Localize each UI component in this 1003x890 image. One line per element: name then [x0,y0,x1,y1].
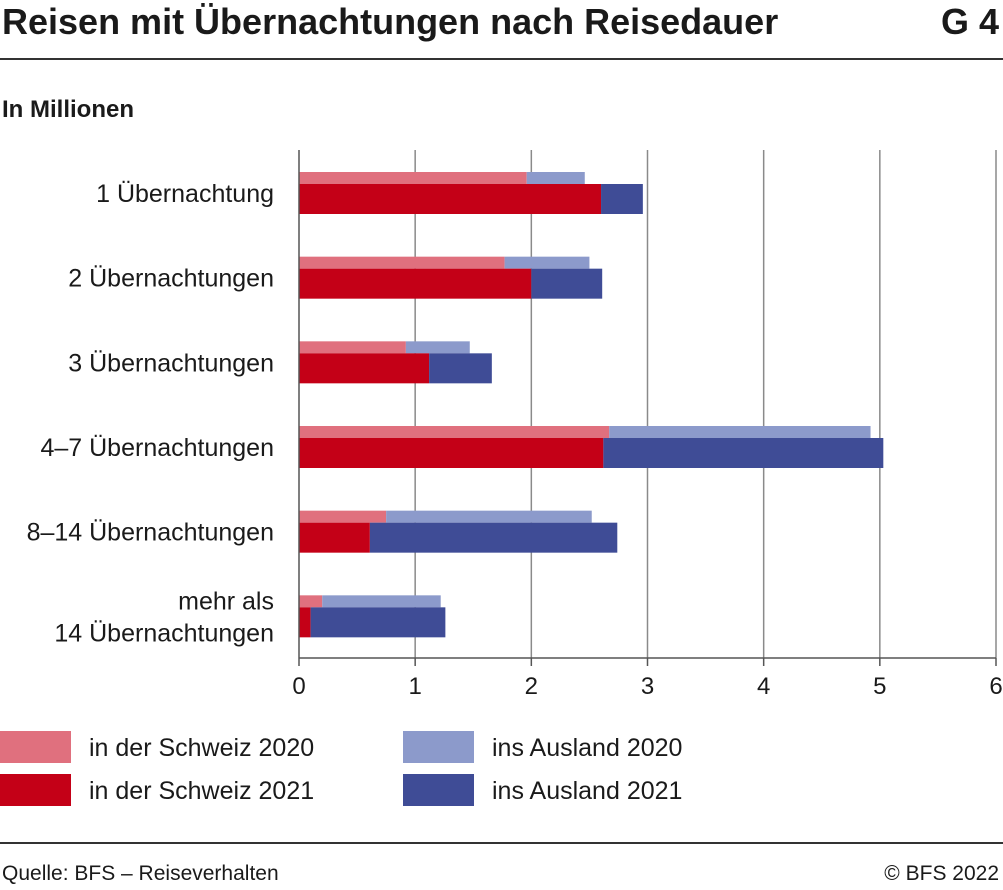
x-tick-label-1: 1 [408,673,421,700]
bar-2021-ausland-2 [429,353,492,384]
bar-2020-schweiz-5 [299,595,323,608]
category-label-2: 3 Übernachtungen [68,349,274,377]
category-label-5: 14 Übernachtungen [54,619,274,647]
gridlines [414,150,997,658]
x-tick-label-3: 3 [641,673,654,700]
x-tick-label-0: 0 [292,673,305,700]
source-note: Quelle: BFS – Reiseverhalten [2,862,279,885]
bar-2020-ausland-1 [504,256,590,269]
bar-2021-schweiz-3 [299,438,604,468]
legend-swatch-2 [0,774,71,806]
bar-2020-schweiz-1 [299,256,505,269]
legend-swatch-0 [0,731,71,763]
chart-title: Reisen mit Übernachtungen nach Reisedaue… [2,1,779,42]
x-tick-label-6: 6 [989,673,1002,700]
category-label-1: 2 Übernachtungen [68,265,274,293]
x-tick-label-2: 2 [525,673,538,700]
bar-2020-ausland-4 [386,510,592,523]
legend-label-1: ins Ausland 2020 [492,734,682,762]
legend-swatch-1 [403,731,474,763]
top-divider [0,58,1003,60]
chart-id: G 4 [940,1,999,42]
category-label-0: 1 Übernachtung [96,180,274,208]
x-tick-label-5: 5 [873,673,886,700]
bars [299,172,884,638]
category-label-5: mehr als [178,587,274,615]
legend-label-2: in der Schweiz 2021 [89,777,314,805]
chart-subtitle: In Millionen [2,96,134,123]
bar-2020-schweiz-0 [299,172,527,184]
legend-label-0: in der Schweiz 2020 [89,734,314,762]
category-labels: 1 Übernachtung 2 Übernachtungen 3 Übernach… [27,180,274,647]
bar-2021-schweiz-2 [299,353,430,384]
x-tick-label-4: 4 [757,673,770,700]
bar-2020-ausland-3 [609,426,871,438]
bottom-divider [0,842,1003,844]
bar-2021-schweiz-0 [299,184,602,214]
bar-2021-schweiz-4 [299,522,370,553]
bar-2021-ausland-1 [531,268,603,299]
category-label-3: 4–7 Übernachtungen [40,434,274,462]
legend-swatch-3 [403,774,474,806]
bar-2021-ausland-4 [369,522,618,553]
bar-2021-ausland-3 [603,438,884,468]
bar-2020-schweiz-3 [299,426,610,438]
axes [298,150,997,666]
legend: in der Schweiz 2020 ins Ausland 2020 in de… [0,731,682,806]
bar-2021-schweiz-1 [299,268,532,299]
legend-label-3: ins Ausland 2021 [492,777,682,805]
bar-2020-ausland-5 [322,595,441,608]
copyright-note: © BFS 2022 [884,862,999,885]
bar-2020-ausland-2 [405,341,470,354]
category-label-4: 8–14 Übernachtungen [27,519,274,547]
bar-2020-ausland-0 [526,172,585,184]
bar-2021-schweiz-5 [299,607,311,638]
bar-2020-schweiz-2 [299,341,406,354]
bar-2021-ausland-5 [310,607,446,638]
bar-2021-ausland-0 [601,184,643,214]
x-tick-labels: 0 1 2 3 4 5 6 [292,673,1002,700]
bar-2020-schweiz-4 [299,510,387,523]
bar-chart: 1 Übernachtung 2 Übernachtungen 3 Übernach… [0,150,1003,806]
